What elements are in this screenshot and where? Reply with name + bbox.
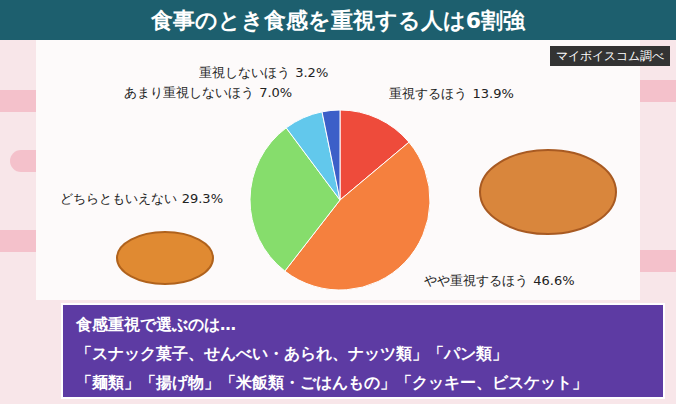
source-box [550, 46, 670, 66]
annotation: 「麺類」「揚げ物」「米飯類・ごはんもの」「クッキー、ビスケット」 [76, 373, 588, 392]
slice-label: あまり重視しないほう 7.0% [124, 85, 292, 100]
annotation: 「スナック菓子、せんべい・あられ、ナッツ類」「パン類」 [76, 344, 508, 363]
source: マイボイスコム調べ [556, 49, 664, 63]
title: 食事のとき食感を重視する人は6割強 [150, 8, 526, 33]
category-label: あまり重視しないほう [124, 85, 254, 100]
value-label: 3.2% [295, 65, 328, 80]
pie [250, 110, 430, 290]
slice-label: 重視するほう 13.9% [389, 86, 513, 101]
category-label: 重視するほう [389, 86, 467, 101]
value-label: 13.9% [472, 86, 513, 101]
title-banner [0, 0, 676, 40]
category-label: どちらともいえない [60, 191, 177, 206]
value-label: 29.3% [182, 191, 223, 206]
value-label: 7.0% [259, 85, 292, 100]
annotation: 食感重視で選ぶのは… [75, 315, 236, 334]
pastry [480, 150, 616, 234]
category-label: やや重視するほう [424, 273, 528, 288]
slice-label: やや重視するほう 46.6% [424, 273, 574, 288]
panel [36, 40, 640, 300]
slice-label: 重視しないほう 3.2% [199, 65, 328, 80]
croissant [117, 232, 213, 284]
data-labels: 重視するほう 13.9% やや重視するほう 46.6% どちらともいえない 29.3% あま… [60, 65, 575, 288]
annotation-box [62, 304, 664, 398]
slice-label: どちらともいえない 29.3% [60, 191, 223, 206]
chart: 食事のとき食感を重視する人は6割強マイボイスコム調べ重視するほう 13.9% やや重… [0, 0, 676, 404]
background [0, 0, 676, 404]
slice [322, 110, 340, 200]
category-label: 重視しないほう [199, 65, 290, 80]
value-label: 46.6% [533, 273, 574, 288]
